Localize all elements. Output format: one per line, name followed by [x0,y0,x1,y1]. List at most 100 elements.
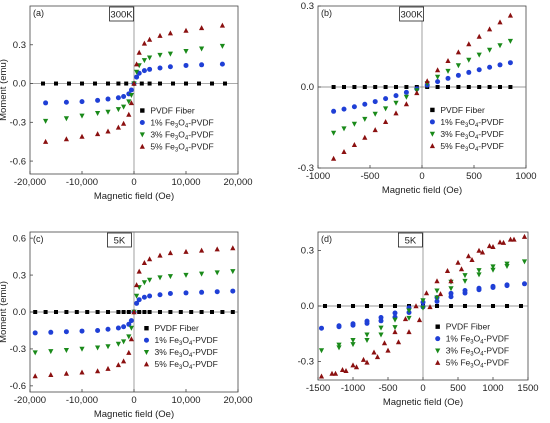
temperature-label: 300K [110,10,133,21]
data-point [63,370,69,376]
data-point [126,321,132,327]
data-point [455,63,461,69]
data-point [199,62,205,68]
data-point [427,304,433,310]
series-3 [32,245,236,379]
data-point [498,85,502,89]
panel-d: -1500 -1000 -500 0 500 1000 1500 -0.3 0.0 0.3 Magn… [298,231,539,408]
data-point [48,371,54,377]
data-point [219,22,225,28]
data-point [477,85,482,89]
data-point [476,33,482,39]
data-point [435,67,441,73]
data-point [214,289,220,295]
data-point [336,345,342,351]
data-point [167,274,173,280]
data-point [323,304,327,308]
data-point [329,370,335,376]
data-point [105,365,111,371]
data-point [383,96,389,102]
series-1 [331,60,513,114]
legend-marker [139,143,145,149]
data-point [33,310,38,314]
data-point [199,25,205,31]
data-point [136,268,142,274]
data-point [199,247,205,253]
x-tick-label: -10,000 [66,177,98,188]
data-point [351,121,357,127]
x-tick-label: 1000 [482,383,503,394]
data-point [147,256,153,262]
data-point [507,12,513,18]
data-point [445,58,451,64]
data-point [134,61,140,67]
data-point [147,293,153,299]
legend-label: 3% Fe3O4-PVDF [446,346,509,358]
legend-marker [429,119,435,125]
data-point [183,290,189,296]
data-point [121,310,126,314]
data-point [392,317,398,323]
data-point [435,74,441,80]
data-point [157,32,163,38]
y-axis-title: Moment (emu) [0,59,9,121]
data-point [183,272,189,278]
series-2 [331,38,513,136]
data-point [157,275,163,281]
data-point [403,89,409,95]
data-point [137,310,142,314]
data-point [74,310,79,314]
data-point [85,310,90,314]
data-point [351,304,355,308]
temperature-box [107,232,132,248]
y-tick-label: 0.3 [13,270,26,281]
data-point [383,106,389,112]
y-tick-label: 0.3 [301,1,314,12]
data-point [497,43,503,49]
data-point [350,338,356,344]
data-point [362,116,368,122]
legend-label: 1% Fe3O4-PVDF [150,118,213,130]
x-tick-label: -20,000 [14,177,46,188]
x-tick-label: 0 [131,177,136,188]
data-point [504,261,510,267]
data-point [121,120,127,126]
y-tick-label: 0.6 [13,233,26,244]
legend-label: PVDF Fiber [446,322,491,332]
y-tick-label: -0.3 [298,163,314,174]
legend-label: 3% Fe3O4-PVDF [154,347,217,359]
data-point [364,332,370,338]
data-point [455,72,461,78]
data-point [134,69,140,75]
data-point [393,100,399,106]
data-point [136,49,142,55]
data-point [434,278,440,284]
x-tick-label: 0 [420,383,425,394]
data-point [121,358,127,364]
data-point [105,96,111,102]
data-point [402,316,409,322]
data-point [147,55,153,61]
data-point [343,367,349,373]
data-point [115,325,121,331]
data-point [490,267,496,273]
data-point [64,310,69,314]
data-point [336,342,342,348]
data-point [378,332,384,338]
data-point [214,270,220,276]
data-point [445,68,451,74]
data-point [476,268,482,274]
data-point [487,47,493,53]
data-point [342,85,346,89]
data-point [126,99,132,105]
legend-marker [140,108,145,113]
data-point [230,310,235,314]
x-tick-label: -500 [378,383,397,394]
data-point [350,342,356,348]
data-point [167,291,173,297]
legend-label: PVDF Fiber [440,105,485,115]
data-point [466,69,472,75]
data-point [476,285,482,291]
data-point [423,290,430,296]
data-point [128,92,134,98]
